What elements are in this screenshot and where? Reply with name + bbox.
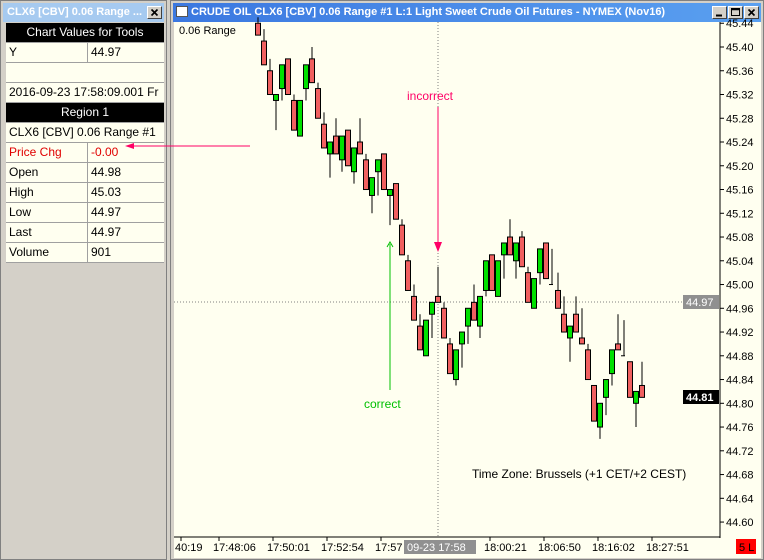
- value-cell: 44.98: [91, 165, 122, 179]
- maximize-icon[interactable]: [728, 6, 743, 19]
- value-cell: 901: [91, 245, 112, 259]
- close-icon[interactable]: [744, 6, 759, 19]
- y-row: Y 44.97: [6, 43, 164, 63]
- value-label: Price Chg: [6, 143, 88, 162]
- chart-window: CRUDE OIL CLX6 [CBV] 0.06 Range #1 L:1 L…: [170, 0, 764, 560]
- value-label: Volume: [6, 243, 88, 262]
- datetime-value: 2016-09-23 17:58:09.001 Fr: [9, 85, 159, 99]
- value-label: Open: [6, 163, 88, 182]
- chart-values-titlebar[interactable]: CLX6 [CBV] 0.06 Range ...: [3, 3, 164, 22]
- chart-values-header: Chart Values for Tools: [6, 23, 164, 43]
- value-row: Last 44.97: [6, 223, 164, 243]
- y-label: Y: [6, 43, 88, 62]
- chart-window-title: CRUDE OIL CLX6 [CBV] 0.06 Range #1 L:1 L…: [191, 6, 666, 18]
- value-label: Last: [6, 223, 88, 242]
- value-cell: -0.00: [91, 145, 119, 159]
- value-row: Open 44.98: [6, 163, 164, 183]
- value-row: Low 44.97: [6, 203, 164, 223]
- chart-window-icon: [176, 6, 188, 17]
- value-label: High: [6, 183, 88, 202]
- value-label: Low: [6, 203, 88, 222]
- region-header: Region 1: [6, 103, 164, 123]
- value-row: Price Chg -0.00: [6, 143, 164, 163]
- chart-titlebar[interactable]: CRUDE OIL CLX6 [CBV] 0.06 Range #1 L:1 L…: [173, 3, 761, 22]
- value-cell: 44.97: [91, 225, 122, 239]
- value-row: High 45.03: [6, 183, 164, 203]
- y-value: 44.97: [91, 45, 122, 59]
- close-icon[interactable]: [147, 6, 162, 19]
- symbol-row: CLX6 [CBV] 0.06 Range #1: [6, 123, 164, 143]
- chart-values-window: CLX6 [CBV] 0.06 Range ... Chart Values f…: [0, 0, 167, 560]
- chart-values-title: CLX6 [CBV] 0.06 Range ...: [7, 6, 143, 18]
- value-row: Volume 901: [6, 243, 164, 263]
- symbol-value: CLX6 [CBV] 0.06 Range #1: [9, 125, 156, 139]
- empty-row: [6, 63, 164, 83]
- datetime-row: 2016-09-23 17:58:09.001 Fr: [6, 83, 164, 103]
- value-cell: 44.97: [91, 205, 122, 219]
- chart-values-table: Chart Values for Tools Y 44.97 2016-09-23…: [6, 23, 164, 263]
- value-cell: 45.03: [91, 185, 122, 199]
- minimize-icon[interactable]: [712, 6, 727, 19]
